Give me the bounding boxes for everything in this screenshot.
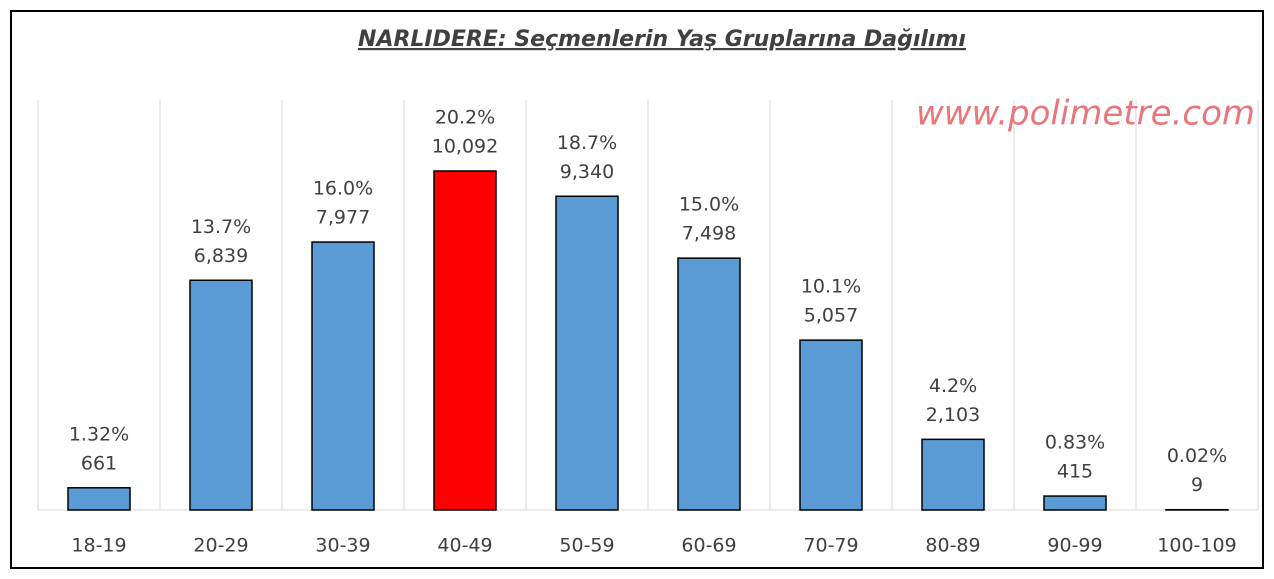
percentage-label: 20.2%	[435, 107, 495, 129]
bar	[799, 339, 863, 511]
value-label: 7,977	[316, 207, 370, 229]
x-tick-label: 18-19	[71, 535, 126, 557]
x-tick-label: 80-89	[925, 535, 980, 557]
bar	[555, 195, 619, 511]
value-label: 5,057	[804, 305, 858, 327]
value-label: 7,498	[682, 223, 736, 245]
percentage-label: 0.02%	[1167, 445, 1227, 467]
value-label: 415	[1057, 461, 1093, 483]
bar	[67, 487, 131, 511]
percentage-label: 13.7%	[191, 216, 251, 238]
percentage-label: 15.0%	[679, 194, 739, 216]
percentage-label: 16.0%	[313, 178, 373, 200]
bar	[1043, 495, 1107, 511]
value-label: 9,340	[560, 161, 614, 183]
value-label: 661	[81, 452, 117, 474]
watermark: www.polimetre.com	[916, 94, 1255, 134]
percentage-label: 0.83%	[1045, 432, 1105, 454]
percentage-label: 10.1%	[801, 276, 861, 298]
x-tick-label: 60-69	[681, 535, 736, 557]
x-tick-label: 70-79	[803, 535, 858, 557]
x-tick-label: 90-99	[1047, 535, 1102, 557]
bar	[921, 438, 985, 511]
value-label: 10,092	[432, 136, 498, 158]
bar	[189, 279, 253, 511]
x-tick-label: 30-39	[315, 535, 370, 557]
x-tick-label: 40-49	[437, 535, 492, 557]
value-label: 9	[1191, 474, 1203, 496]
x-tick-label: 100-109	[1157, 535, 1236, 557]
bar	[311, 241, 375, 511]
x-tick-label: 20-29	[193, 535, 248, 557]
percentage-label: 18.7%	[557, 132, 617, 154]
bar	[433, 170, 497, 511]
value-label: 2,103	[926, 404, 980, 426]
percentage-label: 4.2%	[929, 375, 977, 397]
value-label: 6,839	[194, 245, 248, 267]
x-tick-label: 50-59	[559, 535, 614, 557]
bar	[677, 257, 741, 511]
percentage-label: 1.32%	[69, 423, 129, 445]
chart-title: NARLIDERE: Seçmenlerin Yaş Gruplarına Da…	[358, 27, 966, 52]
